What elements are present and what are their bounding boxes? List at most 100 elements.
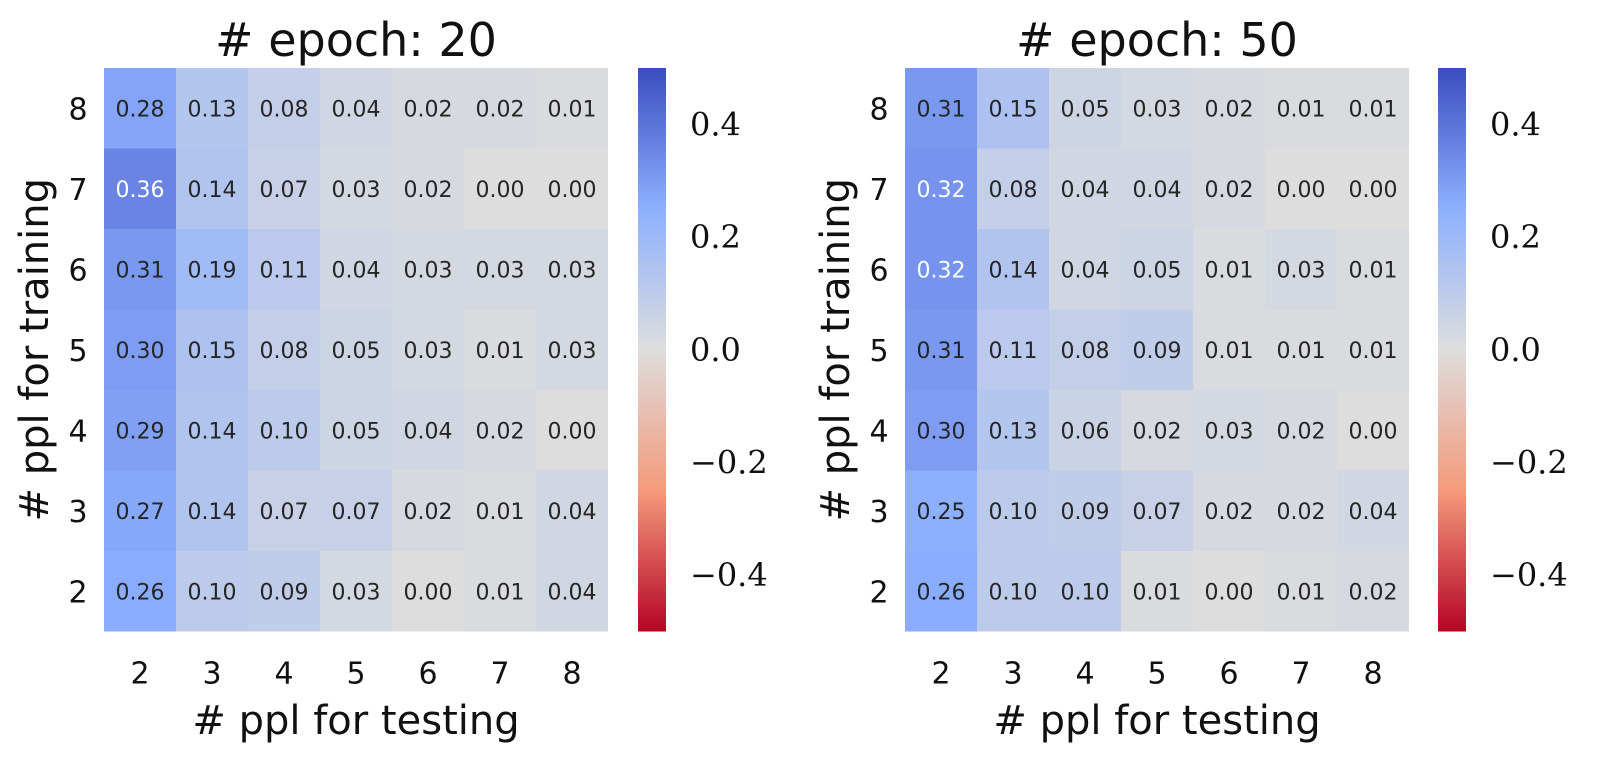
y-tick-label: 2 <box>68 575 87 610</box>
heatmap-cell <box>1121 68 1193 149</box>
heatmap-cell <box>1265 551 1337 632</box>
cell-label: 0.26 <box>116 580 165 605</box>
cell-label: 0.10 <box>989 500 1038 525</box>
heatmap-cell <box>977 551 1049 632</box>
cell-label: 0.00 <box>1349 419 1398 444</box>
x-tick-label: 2 <box>130 657 149 692</box>
heatmap-cell <box>464 470 536 551</box>
y-tick-label: 7 <box>869 173 888 208</box>
colorbar-tick-label: 0.4 <box>1490 105 1541 143</box>
cell-label: 0.05 <box>332 339 381 364</box>
heatmap-cell <box>104 68 176 149</box>
cell-label: 0.14 <box>188 500 237 525</box>
cell-label: 0.14 <box>188 178 237 203</box>
heatmap-cell <box>176 309 248 390</box>
heatmap-cell <box>1337 229 1409 310</box>
cell-label: 0.01 <box>1205 258 1254 283</box>
cell-label: 0.00 <box>476 178 525 203</box>
heatmap-cell <box>248 68 320 149</box>
heatmap-cell <box>248 390 320 471</box>
cell-label: 0.05 <box>332 419 381 444</box>
y-tick-label: 5 <box>869 334 888 369</box>
heatmap-cell <box>248 551 320 632</box>
heatmap-cell <box>392 148 464 229</box>
x-tick-label: 5 <box>1147 657 1166 692</box>
heatmap-cell <box>536 68 608 149</box>
cell-label: 0.01 <box>1277 580 1326 605</box>
cell-label: 0.02 <box>1349 580 1398 605</box>
colorbar-tick-label: 0.2 <box>690 218 741 256</box>
cell-label: 0.06 <box>1061 419 1110 444</box>
heatmap-cell <box>320 470 392 551</box>
heatmap-cell <box>1265 470 1337 551</box>
cell-label: 0.07 <box>260 500 309 525</box>
cell-label: 0.08 <box>260 97 309 122</box>
cell-label: 0.02 <box>476 419 525 444</box>
x-axis-label: # ppl for testing <box>192 698 519 744</box>
heatmap-cell <box>1049 551 1121 632</box>
heatmap-cell <box>392 390 464 471</box>
cell-label: 0.09 <box>1133 339 1182 364</box>
heatmap-cell <box>1193 68 1265 149</box>
cell-label: 0.11 <box>989 339 1038 364</box>
colorbar-tick-label: −0.4 <box>690 556 768 594</box>
heatmap-cell <box>104 309 176 390</box>
heatmap-cell <box>1337 309 1409 390</box>
heatmap-cell <box>536 148 608 229</box>
y-tick-label: 5 <box>68 334 87 369</box>
cell-label: 0.14 <box>989 258 1038 283</box>
heatmap-cell <box>248 229 320 310</box>
x-tick-label: 6 <box>418 657 437 692</box>
heatmap-cell <box>977 68 1049 149</box>
x-tick-label: 7 <box>490 657 509 692</box>
cell-label: 0.04 <box>332 258 381 283</box>
cell-label: 0.01 <box>1205 339 1254 364</box>
heatmap-cell <box>320 309 392 390</box>
heatmap-cell <box>905 148 977 229</box>
cell-label: 0.02 <box>476 97 525 122</box>
heatmap-cell <box>176 68 248 149</box>
cell-label: 0.15 <box>989 97 1038 122</box>
heatmap-cell <box>176 551 248 632</box>
colorbar-tick-label: −0.4 <box>1490 556 1568 594</box>
cell-label: 0.03 <box>332 178 381 203</box>
cell-label: 0.03 <box>548 339 597 364</box>
cell-label: 0.01 <box>1349 258 1398 283</box>
heatmap-cell <box>536 470 608 551</box>
x-tick-label: 8 <box>562 657 581 692</box>
cell-label: 0.14 <box>188 419 237 444</box>
colorbar-tick-label: 0.4 <box>690 105 741 143</box>
chart-title: # epoch: 50 <box>1016 13 1298 67</box>
y-tick-label: 6 <box>68 253 87 288</box>
cell-label: 0.07 <box>260 178 309 203</box>
heatmap-cell <box>1265 68 1337 149</box>
heatmap-cell <box>320 148 392 229</box>
cell-label: 0.01 <box>1349 97 1398 122</box>
cell-label: 0.26 <box>917 580 966 605</box>
cell-label: 0.15 <box>188 339 237 364</box>
heatmap-cell <box>176 470 248 551</box>
heatmap-cell <box>1049 390 1121 471</box>
cell-label: 0.31 <box>116 258 165 283</box>
cell-label: 0.19 <box>188 258 237 283</box>
chart-title: # epoch: 20 <box>215 13 497 67</box>
heatmap-cell <box>1121 229 1193 310</box>
cell-label: 0.00 <box>548 419 597 444</box>
heatmap-cell <box>1337 470 1409 551</box>
heatmap-cell <box>1121 470 1193 551</box>
cell-label: 0.08 <box>989 178 1038 203</box>
cell-label: 0.01 <box>476 339 525 364</box>
heatmap-cell <box>1049 229 1121 310</box>
heatmap-cell <box>1049 309 1121 390</box>
cell-label: 0.00 <box>548 178 597 203</box>
heatmap-cell <box>104 551 176 632</box>
heatmap-cell <box>1121 390 1193 471</box>
cell-label: 0.01 <box>1133 580 1182 605</box>
heatmap-cell <box>536 390 608 471</box>
heatmap-cell <box>392 551 464 632</box>
heatmap-cell <box>392 68 464 149</box>
heatmap-cell <box>104 229 176 310</box>
heatmap-cell <box>320 68 392 149</box>
cell-label: 0.09 <box>260 580 309 605</box>
